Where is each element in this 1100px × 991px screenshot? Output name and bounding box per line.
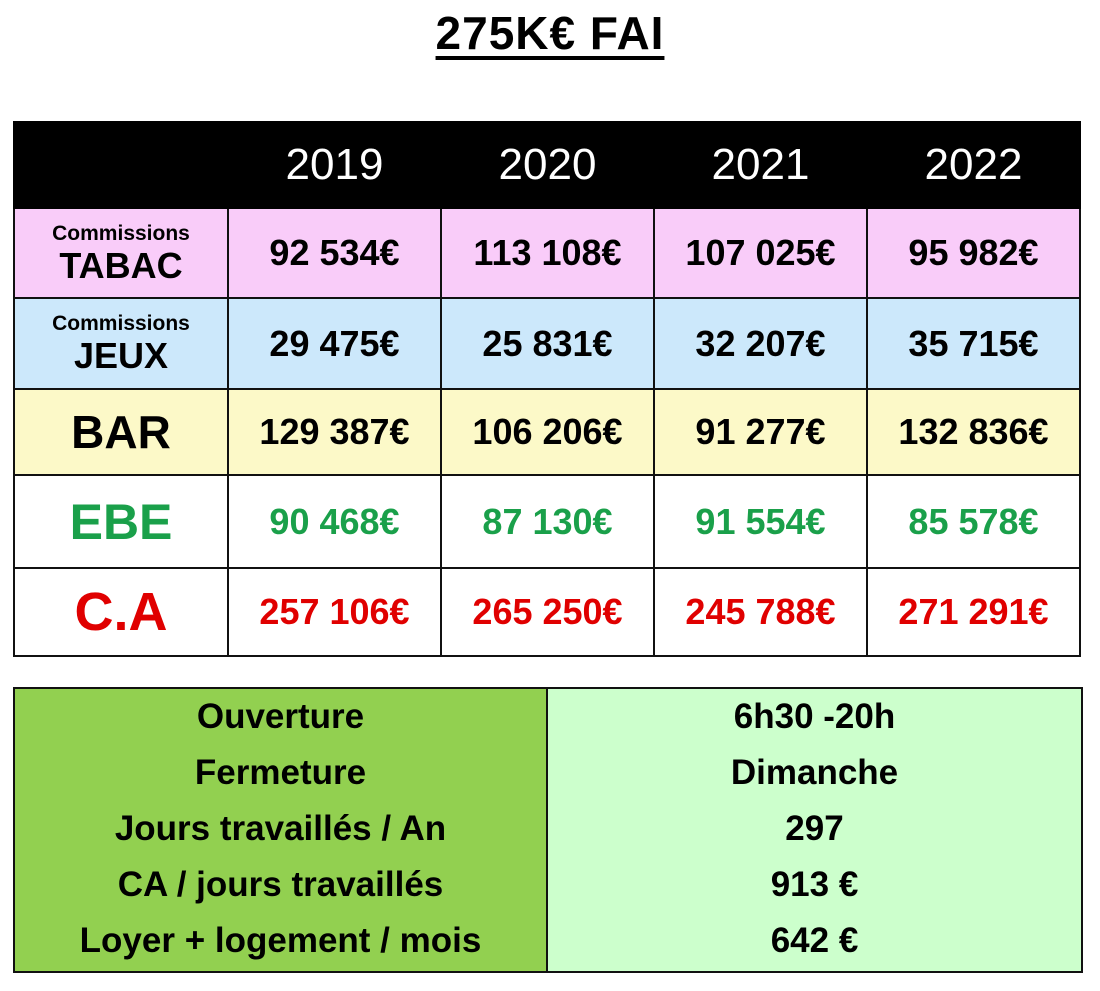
row-label: C.A [74, 582, 168, 642]
info-value: 913 € [770, 865, 859, 904]
value-cell: 32 207€ [653, 297, 868, 390]
row-sublabel: Commissions [52, 221, 190, 245]
value-cell: 257 106€ [227, 567, 442, 657]
row-label-ebe: EBE [13, 474, 229, 569]
row-label: EBE [69, 493, 173, 550]
value-cell: 113 108€ [440, 207, 655, 299]
value-cell: 107 025€ [653, 207, 868, 299]
info-value: 642 € [770, 921, 859, 960]
row-label: TABAC [59, 244, 183, 286]
info-value: Dimanche [730, 753, 899, 792]
value-cell: 129 387€ [227, 388, 442, 476]
row-label-jeux: Commissions JEUX [13, 297, 229, 390]
value-cell: 91 554€ [653, 474, 868, 569]
value-cell: 90 468€ [227, 474, 442, 569]
row-ebe: EBE 90 468€ 87 130€ 91 554€ 85 578€ [13, 474, 1081, 569]
row-tabac: Commissions TABAC 92 534€ 113 108€ 107 0… [13, 207, 1081, 299]
info-label: Fermeture [194, 753, 367, 792]
info-label: Ouverture [196, 697, 365, 736]
info-label: Jours travaillés / An [114, 809, 447, 848]
value-cell: 245 788€ [653, 567, 868, 657]
info-value: 297 [785, 809, 844, 848]
value-cell: 265 250€ [440, 567, 655, 657]
page-title: 275K€ FAI [0, 6, 1100, 60]
row-jeux: Commissions JEUX 29 475€ 25 831€ 32 207€… [13, 297, 1081, 390]
page-title-text: 275K€ FAI [435, 7, 665, 59]
info-label: CA / jours travaillés [117, 865, 444, 904]
info-labels-column: Ouverture Fermeture Jours travaillés / A… [14, 688, 548, 972]
info-value: 6h30 -20h [733, 697, 896, 736]
info-label: Loyer + logement / mois [79, 921, 482, 960]
value-cell: 91 277€ [653, 388, 868, 476]
info-table: Ouverture Fermeture Jours travaillés / A… [13, 687, 1083, 973]
value-cell: 87 130€ [440, 474, 655, 569]
row-label: JEUX [73, 335, 169, 376]
year-header-row: 2019 2020 2021 2022 [13, 121, 1081, 209]
financial-table: 2019 2020 2021 2022 Commissions TABAC 92… [13, 121, 1081, 657]
value-cell: 35 715€ [866, 297, 1081, 390]
header-empty-cell [13, 121, 229, 209]
row-label-bar: BAR [13, 388, 229, 476]
value-cell: 29 475€ [227, 297, 442, 390]
row-bar: BAR 129 387€ 106 206€ 91 277€ 132 836€ [13, 388, 1081, 476]
row-ca: C.A 257 106€ 265 250€ 245 788€ 271 291€ [13, 567, 1081, 657]
value-cell: 106 206€ [440, 388, 655, 476]
value-cell: 92 534€ [227, 207, 442, 299]
year-header: 2020 [440, 121, 655, 209]
value-cell: 25 831€ [440, 297, 655, 390]
year-header: 2021 [653, 121, 868, 209]
value-cell: 85 578€ [866, 474, 1081, 569]
row-sublabel: Commissions [52, 312, 190, 335]
value-cell: 95 982€ [866, 207, 1081, 299]
info-values-column: 6h30 -20h Dimanche 297 913 € 642 € [547, 688, 1082, 972]
row-label-tabac: Commissions TABAC [13, 207, 229, 299]
value-cell: 132 836€ [866, 388, 1081, 476]
year-header: 2022 [866, 121, 1081, 209]
row-label-ca: C.A [13, 567, 229, 657]
row-label: BAR [71, 406, 171, 458]
year-header: 2019 [227, 121, 442, 209]
value-cell: 271 291€ [866, 567, 1081, 657]
